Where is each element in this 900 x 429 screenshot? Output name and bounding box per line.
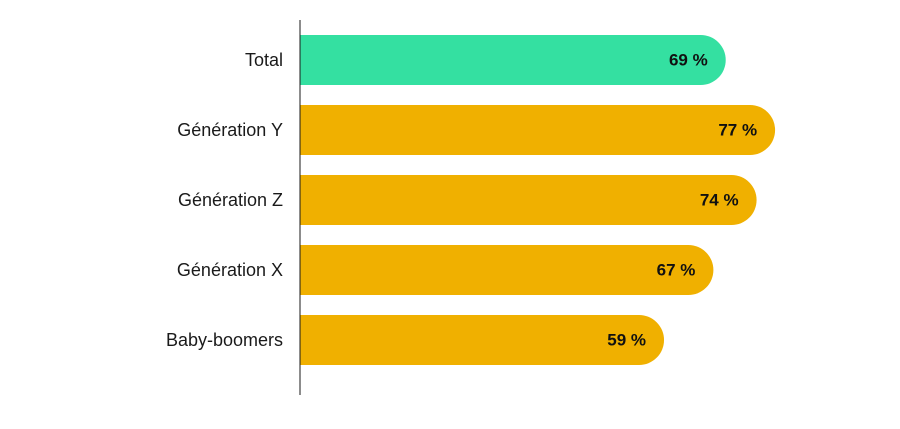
category-label-generation-x: Génération X <box>177 260 283 280</box>
bar-group <box>300 35 776 365</box>
bar-baby-boomers <box>300 315 665 365</box>
category-label-baby-boomers: Baby-boomers <box>166 330 283 350</box>
value-label-group: 69 % 77 % 74 % 67 % 59 % <box>607 51 757 350</box>
category-label-generation-y: Génération Y <box>177 120 283 140</box>
value-label-generation-x: 67 % <box>657 261 696 280</box>
bar-generation-z <box>300 175 757 225</box>
category-label-group: Total Génération Y Génération Z Génération … <box>166 50 283 350</box>
bar-generation-x <box>300 245 714 295</box>
value-label-total: 69 % <box>669 51 708 70</box>
category-label-generation-z: Génération Z <box>178 190 283 210</box>
value-label-generation-y: 77 % <box>718 121 757 140</box>
bar-generation-y <box>300 105 776 155</box>
category-label-total: Total <box>245 50 283 70</box>
value-label-generation-z: 74 % <box>700 191 739 210</box>
value-label-baby-boomers: 59 % <box>607 331 646 350</box>
bar-total <box>300 35 726 85</box>
